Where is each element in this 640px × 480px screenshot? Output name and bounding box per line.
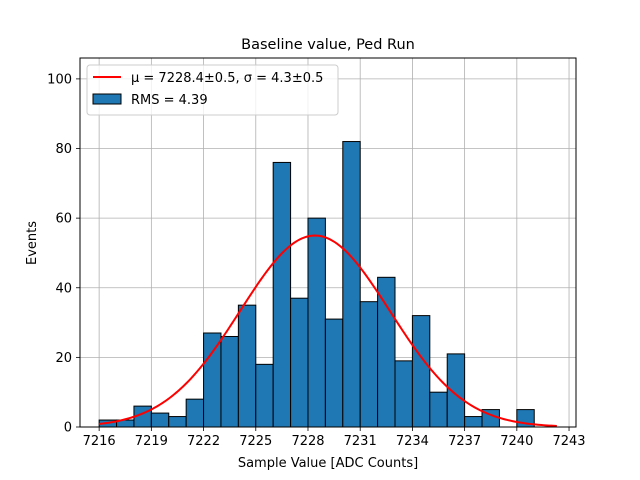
histogram-bar — [324, 318, 344, 428]
plot-frame — [79, 57, 577, 428]
histogram-bar — [150, 412, 170, 428]
y-tick-label: 80 — [55, 142, 72, 157]
histogram-bar — [237, 304, 257, 428]
histogram-bar — [464, 416, 483, 428]
x-tick-label: 7222 — [187, 434, 220, 449]
y-tick-label: 0 — [64, 421, 72, 436]
legend-hist-swatch — [92, 93, 122, 105]
y-axis-label: Events — [25, 221, 40, 265]
fit-layer — [99, 234, 557, 427]
histogram-bar — [203, 332, 222, 428]
histogram-bar — [429, 391, 448, 428]
chart-title: Baseline value, Ped Run — [241, 37, 415, 53]
legend-hist-label: RMS = 4.39 — [131, 93, 208, 108]
x-tick-label: 7219 — [135, 434, 168, 449]
legend: μ = 7228.4±0.5, σ = 4.3±0.5 RMS = 4.39 — [86, 64, 339, 116]
x-tick-label: 7234 — [396, 434, 429, 449]
legend-fit-label: μ = 7228.4±0.5, σ = 4.3±0.5 — [131, 71, 323, 86]
x-tick-label: 7225 — [239, 434, 272, 449]
y-tick-label: 40 — [55, 281, 72, 296]
histogram-bar — [342, 141, 361, 428]
x-tick-label: 7231 — [344, 434, 377, 449]
legend-fit-suffix: σ = 4.3±0.5 — [244, 71, 324, 86]
x-tick-label: 7237 — [448, 434, 481, 449]
x-tick-label: 7228 — [291, 434, 324, 449]
histogram-bar — [394, 360, 413, 428]
histogram-bar — [359, 301, 379, 428]
x-tick-label: 7240 — [500, 434, 533, 449]
legend-fit-prefix: μ = 7228.4±0.5, — [131, 71, 244, 86]
histogram-bar — [220, 335, 239, 428]
histogram-bar — [255, 363, 274, 428]
y-axis-ticks: 0 20 40 60 80 100 — [47, 72, 80, 436]
x-tick-label: 7216 — [83, 434, 116, 449]
y-tick-label: 20 — [55, 351, 72, 366]
histogram-bar — [377, 276, 396, 428]
legend-box — [86, 64, 339, 116]
y-tick-label: 100 — [47, 72, 72, 87]
y-tick-label: 60 — [55, 212, 72, 227]
x-tick-label: 7243 — [552, 434, 585, 449]
histogram-bar — [272, 161, 292, 428]
gaussian-fit-curve — [99, 234, 557, 427]
histogram-bar — [307, 217, 326, 428]
histogram-bar — [185, 398, 205, 428]
x-axis-ticks: 7216 7219 7222 7225 7228 7231 7234 7237 7240 7243 — [83, 427, 586, 449]
histogram-bar — [168, 416, 187, 428]
histogram-bar — [290, 297, 309, 428]
histogram-bars — [98, 141, 535, 428]
histogram-bar — [411, 315, 431, 428]
x-axis-label: Sample Value [ADC Counts] — [238, 456, 418, 471]
